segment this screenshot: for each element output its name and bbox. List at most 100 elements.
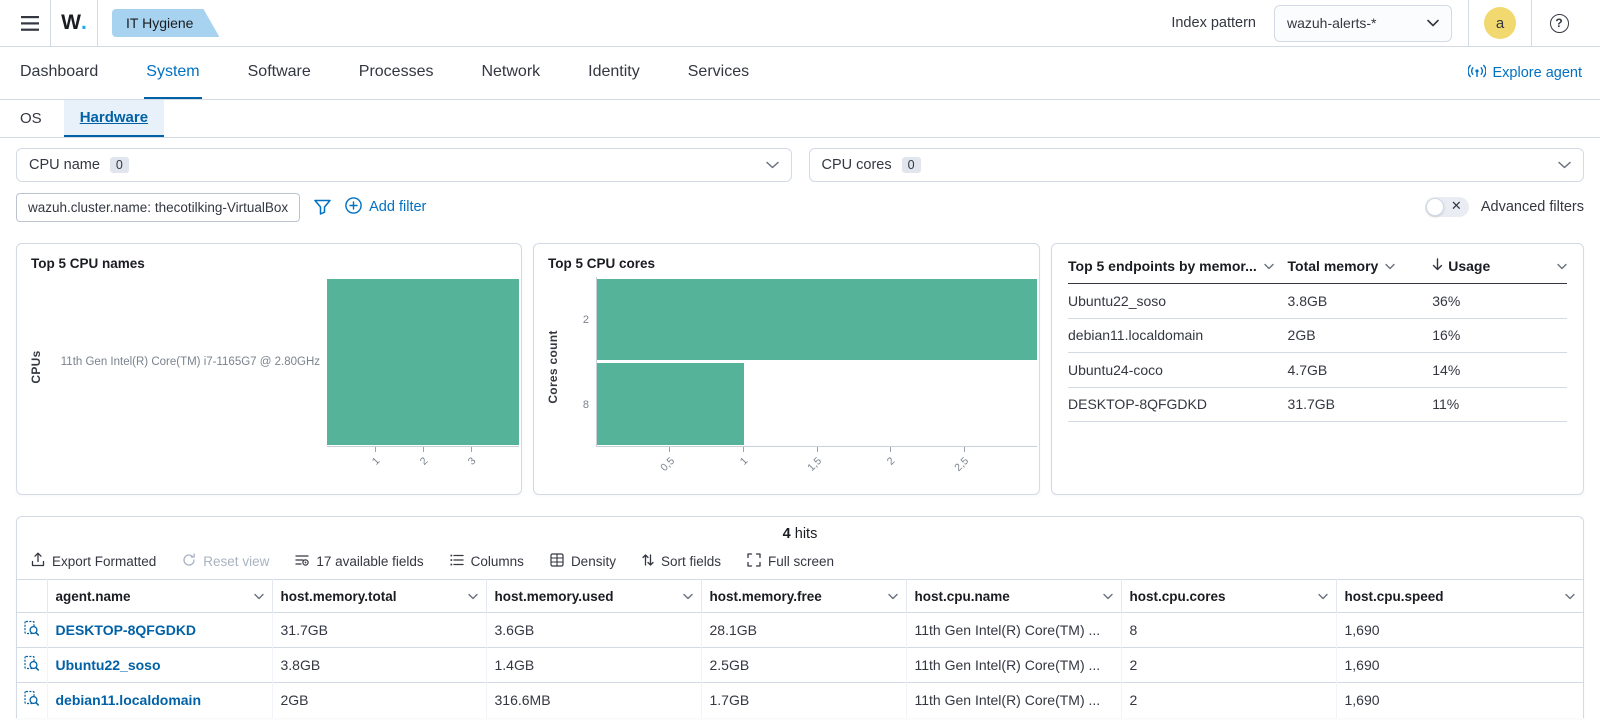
- index-pattern-select[interactable]: wazuh-alerts-*: [1274, 4, 1452, 42]
- chevron-down-icon: [1557, 263, 1567, 270]
- chevron-down-icon: [765, 161, 779, 169]
- wazuh-logo[interactable]: W.: [51, 0, 97, 46]
- advanced-filters-label: Advanced filters: [1480, 199, 1584, 215]
- agent-name-link[interactable]: DESKTOP-8QFGDKD: [55, 622, 197, 638]
- cpu-cores-label: CPU cores: [821, 157, 892, 173]
- help-icon[interactable]: ?: [1549, 13, 1569, 33]
- sort-fields-label: Sort fields: [660, 553, 721, 569]
- logo-text: W: [61, 11, 81, 34]
- tab-system[interactable]: System: [144, 47, 202, 99]
- results-table-row: Ubuntu22_soso 3.8GB 1.4GB 2.5GB 11th Gen Int…: [17, 647, 1583, 683]
- fullscreen-icon: [747, 552, 761, 570]
- results-table-header-row: agent.name host.memory.total host.memory…: [17, 579, 1583, 613]
- bar-1: [597, 363, 744, 445]
- memory-free-cell: 2.5GB: [701, 647, 907, 683]
- column-header-agent-name[interactable]: agent.name: [47, 579, 273, 613]
- filter-funnel-icon[interactable]: [314, 199, 331, 215]
- endpoints-column-header[interactable]: Top 5 endpoints by memor...: [1068, 258, 1288, 274]
- add-filter-button[interactable]: Add filter: [345, 196, 427, 218]
- hits-number: 4: [782, 526, 791, 542]
- chevron-down-icon: [682, 593, 693, 600]
- total-memory-header-label: Total memory: [1287, 258, 1379, 274]
- export-formatted-button[interactable]: Export Formatted: [31, 552, 156, 570]
- agent-name-link[interactable]: debian11.localdomain: [55, 692, 202, 709]
- columns-button[interactable]: Columns: [450, 553, 524, 570]
- subtab-hardware[interactable]: Hardware: [63, 100, 165, 137]
- endpoint-name: Ubuntu24-coco: [1068, 361, 1163, 378]
- endpoints-table-row: Ubuntu24-coco 4.7GB 14%: [1068, 353, 1567, 388]
- cluster-filter-pill[interactable]: wazuh.cluster.name: thecotilking-Virtual…: [16, 192, 301, 222]
- sort-desc-arrow-icon: [1432, 258, 1443, 274]
- tab-identity[interactable]: Identity: [588, 63, 640, 80]
- sort-fields-button[interactable]: Sort fields: [642, 553, 721, 570]
- broadcast-icon: [1466, 64, 1487, 82]
- memory-total-cell: 31.7GB: [272, 612, 487, 648]
- available-fields-button[interactable]: 17 available fields: [295, 553, 424, 570]
- explore-agent-link[interactable]: Explore agent: [1466, 47, 1582, 99]
- menu-hamburger-icon[interactable]: [10, 0, 50, 46]
- advanced-filters-toggle[interactable]: ✕: [1424, 197, 1469, 217]
- cpu-cores-select[interactable]: CPU cores 0: [808, 148, 1584, 182]
- tab-dashboard[interactable]: Dashboard: [20, 63, 99, 80]
- endpoint-usage: 14%: [1432, 361, 1461, 378]
- reset-view-label: Reset view: [203, 553, 270, 569]
- index-pattern-label: Index pattern: [1171, 15, 1256, 31]
- tab-software[interactable]: Software: [247, 63, 311, 80]
- chevron-down-icon: [1385, 263, 1396, 270]
- tab-processes[interactable]: Processes: [358, 63, 434, 80]
- column-header-cpu-cores[interactable]: host.cpu.cores: [1121, 579, 1337, 613]
- tab-network[interactable]: Network: [481, 63, 541, 80]
- add-filter-label: Add filter: [369, 199, 427, 215]
- results-table-row: debian11.localdomain 2GB 316.6MB 1.7GB 11th …: [17, 682, 1583, 718]
- endpoint-usage: 11%: [1432, 396, 1460, 413]
- plot-area: [327, 277, 519, 447]
- y-axis-categories: 11th Gen Intel(R) Core(TM) i7-1165G7 @ 2…: [47, 277, 327, 481]
- top-bar: W. IT Hygiene Index pattern wazuh-alerts…: [0, 0, 1600, 47]
- chevron-down-icon: [1427, 19, 1439, 27]
- total-memory-column-header[interactable]: Total memory: [1288, 258, 1433, 274]
- hits-label: hits: [794, 526, 818, 542]
- cpu-speed-cell: 1,690: [1336, 612, 1583, 648]
- column-header-cpu-speed[interactable]: host.cpu.speed: [1336, 579, 1583, 613]
- tab-services[interactable]: Services: [687, 63, 750, 80]
- expand-document-icon[interactable]: [23, 690, 40, 707]
- expand-document-icon[interactable]: [23, 620, 40, 637]
- cpu-speed-cell: 1,690: [1336, 647, 1583, 683]
- refresh-icon: [182, 552, 196, 570]
- cpu-cores-cell: 8: [1121, 612, 1337, 648]
- density-button[interactable]: Density: [550, 552, 616, 570]
- available-fields-label: 17 available fields: [316, 553, 424, 569]
- cpu-speed-cell: 1,690: [1336, 682, 1583, 718]
- logo-dot: .: [80, 11, 87, 34]
- endpoints-table-body: Ubuntu22_soso 3.8GB 36% debian11.localdomai…: [1068, 284, 1567, 422]
- endpoint-name: Ubuntu22_soso: [1068, 292, 1167, 309]
- visualizations-row: Top 5 CPU names CPUs 11th Gen Intel(R) C…: [0, 222, 1600, 495]
- columns-label: Columns: [470, 553, 524, 569]
- results-table-row: DESKTOP-8QFGDKD 31.7GB 3.6GB 28.1GB 11th Gen…: [17, 612, 1583, 648]
- divider: [50, 0, 51, 46]
- column-header-cpu-name[interactable]: host.cpu.name: [906, 579, 1122, 613]
- column-label: host.memory.free: [709, 588, 822, 604]
- endpoints-table-header: Top 5 endpoints by memor... Total memory…: [1068, 258, 1567, 284]
- column-header-memory-total[interactable]: host.memory.total: [272, 579, 487, 613]
- agent-name-link[interactable]: Ubuntu22_soso: [55, 657, 161, 673]
- plus-circle-icon: [345, 196, 362, 218]
- column-header-memory-used[interactable]: host.memory.used: [486, 579, 702, 613]
- full-screen-button[interactable]: Full screen: [747, 552, 834, 570]
- user-avatar[interactable]: a: [1484, 7, 1516, 39]
- column-header-memory-free[interactable]: host.memory.free: [701, 579, 907, 613]
- chevron-down-icon: [1558, 161, 1571, 169]
- expand-document-icon[interactable]: [23, 655, 40, 672]
- cpu-name-select[interactable]: CPU name 0: [16, 148, 792, 182]
- subtab-os[interactable]: OS: [20, 110, 42, 127]
- cpu-names-bar-chart: CPUs 11th Gen Intel(R) Core(TM) i7-1165G…: [17, 273, 521, 481]
- memory-used-cell: 316.6MB: [486, 682, 702, 718]
- divider: [1468, 0, 1469, 46]
- endpoint-total-memory: 2GB: [1287, 327, 1316, 344]
- reset-view-button[interactable]: Reset view: [182, 552, 270, 570]
- hits-count: 4 hits: [17, 517, 1583, 544]
- usage-column-header[interactable]: Usage: [1432, 258, 1567, 274]
- app-badge-it-hygiene[interactable]: IT Hygiene: [112, 9, 219, 37]
- filter-bar: wazuh.cluster.name: thecotilking-Virtual…: [0, 182, 1600, 222]
